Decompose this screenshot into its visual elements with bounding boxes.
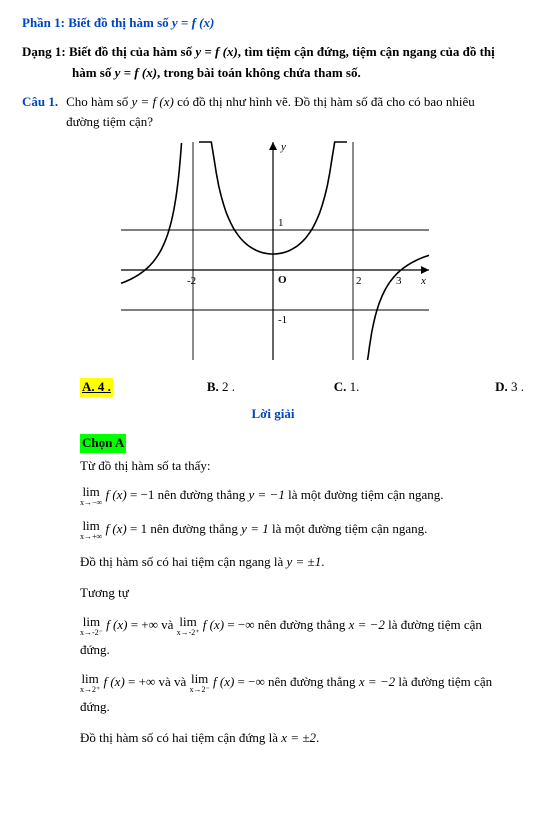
sol-l3: limx→+∞ f (x) = 1 nên đường thẳng y = 1 … bbox=[80, 519, 524, 541]
l3-end: là một đường tiệm cận ngang. bbox=[269, 521, 428, 536]
l4-text: Đồ thị hàm số có hai tiệm cận ngang là bbox=[80, 554, 287, 569]
opt-b-val: 2 . bbox=[219, 379, 235, 394]
l6-end: là đường tiệm cận bbox=[385, 617, 482, 632]
q-suffix: có đồ thị như hình vẽ. Đồ thị hàm số đã … bbox=[174, 94, 475, 109]
l7-x: x = −2 bbox=[359, 674, 395, 689]
l3-y: y = 1 bbox=[241, 521, 269, 536]
l3-mid: = 1 nên đường thẳng bbox=[127, 521, 241, 536]
sol-l7: limx→2⁺ f (x) = +∞ và và limx→2⁻ f (x) =… bbox=[80, 672, 524, 694]
l7-mid1: = +∞ và và bbox=[125, 674, 190, 689]
svg-text:1: 1 bbox=[278, 217, 284, 229]
part-title-fn: y = f (x) bbox=[172, 15, 214, 30]
function-graph: -2 2 3 -1 1 Ox y bbox=[113, 140, 433, 360]
sol-l8: Đồ thị hàm số có hai tiệm cận đứng là x … bbox=[80, 729, 524, 748]
l8-end: . bbox=[316, 730, 319, 745]
l8-text: Đồ thị hàm số có hai tiệm cận đứng là bbox=[80, 730, 281, 745]
dang-block: Dạng 1: Biết đồ thị của hàm số y = f (x)… bbox=[22, 43, 524, 83]
fx-1: f (x) bbox=[102, 487, 127, 502]
question-1: Câu 1. Cho hàm số y = f (x) có đồ thị nh… bbox=[22, 93, 524, 133]
dang-line1: Dạng 1: Biết đồ thị của hàm số y = f (x)… bbox=[22, 43, 524, 62]
fx-5: f (x) bbox=[100, 674, 125, 689]
sol-l5: Tương tự bbox=[80, 584, 524, 603]
sol-l2: limx→−∞ f (x) = −1 nên đường thẳng y = −… bbox=[80, 485, 524, 507]
part-title-prefix: Phần 1: Biết đồ thị hàm số bbox=[22, 15, 172, 30]
svg-text:-1: -1 bbox=[278, 314, 287, 326]
l2-end: là một đường tiệm cận ngang. bbox=[285, 487, 444, 502]
opt-a-val: 4 . bbox=[95, 379, 111, 394]
svg-text:y: y bbox=[280, 141, 286, 153]
dang-line2: hàm số y = f (x), trong bài toán không c… bbox=[22, 64, 524, 83]
l7-mid2: = −∞ nên đường thẳng bbox=[234, 674, 359, 689]
dang-l2-suffix: , trong bài toán không chứa tham số. bbox=[157, 65, 361, 80]
svg-text:3: 3 bbox=[396, 275, 402, 287]
question-line1: Cho hàm số y = f (x) có đồ thị như hình … bbox=[66, 93, 475, 112]
lim-2m: limx→2⁻ bbox=[190, 672, 210, 694]
loigiai-heading: Lời giải bbox=[22, 405, 524, 424]
l6-mid1: = +∞ và bbox=[127, 617, 176, 632]
opt-c-label: C. bbox=[334, 379, 347, 394]
l6-x: x = −2 bbox=[349, 617, 385, 632]
sol-l6b: đứng. bbox=[80, 641, 524, 660]
opt-d-val: 3 . bbox=[508, 379, 524, 394]
option-b[interactable]: B. 2 . bbox=[207, 378, 235, 397]
question-line2: đường tiệm cận? bbox=[66, 113, 475, 132]
part-title: Phần 1: Biết đồ thị hàm số y = f (x) bbox=[22, 14, 524, 33]
svg-text:O: O bbox=[278, 274, 287, 286]
lim-2p: limx→2⁺ bbox=[80, 672, 100, 694]
option-d[interactable]: D. 3 . bbox=[495, 378, 524, 397]
svg-text:x: x bbox=[420, 275, 426, 287]
lim-neg-inf: limx→−∞ bbox=[80, 485, 102, 507]
l4-y: y = ±1 bbox=[287, 554, 322, 569]
opt-a-label: A. bbox=[82, 379, 95, 394]
opt-c-val: 1. bbox=[346, 379, 359, 394]
lim-pos-inf: limx→+∞ bbox=[80, 519, 102, 541]
dang-l2-prefix: hàm số bbox=[72, 65, 115, 80]
sol-l1: Từ đồ thị hàm số ta thấy: bbox=[80, 457, 524, 476]
lim-m2p: limx→-2⁺ bbox=[177, 615, 200, 637]
l4-dot: . bbox=[321, 554, 324, 569]
sol-l4: Đồ thị hàm số có hai tiệm cận ngang là y… bbox=[80, 553, 524, 572]
fx-4: f (x) bbox=[200, 617, 225, 632]
opt-b-label: B. bbox=[207, 379, 219, 394]
question-label: Câu 1. bbox=[22, 93, 58, 133]
l2-mid: = −1 nên đường thẳng bbox=[127, 487, 249, 502]
fx-3: f (x) bbox=[103, 617, 128, 632]
l6-mid2: = −∞ nên đường thẳng bbox=[224, 617, 349, 632]
graph-container: -2 2 3 -1 1 Ox y bbox=[22, 140, 524, 366]
dang-fn2: y = f (x) bbox=[115, 65, 157, 80]
svg-text:2: 2 bbox=[356, 275, 362, 287]
lim-m2m: limx→-2⁻ bbox=[80, 615, 103, 637]
dang-mid: , tìm tiệm cận đứng, tiệm cận ngang của … bbox=[238, 44, 495, 59]
question-body: Cho hàm số y = f (x) có đồ thị như hình … bbox=[66, 93, 475, 133]
q-prefix: Cho hàm số bbox=[66, 94, 131, 109]
l2-y: y = −1 bbox=[249, 487, 285, 502]
options-row: A. 4 . B. 2 . C. 1. D. 3 . bbox=[22, 378, 524, 397]
l8-x: x = ±2 bbox=[281, 730, 316, 745]
chon-badge: Chọn A bbox=[80, 434, 126, 453]
sol-l6: limx→-2⁻ f (x) = +∞ và limx→-2⁺ f (x) = … bbox=[80, 615, 524, 637]
svg-text:-2: -2 bbox=[187, 275, 196, 287]
sol-l7b: đứng. bbox=[80, 698, 524, 717]
fx-6: f (x) bbox=[210, 674, 235, 689]
l7-end: là đường tiệm cận bbox=[395, 674, 492, 689]
q-fn: y = f (x) bbox=[132, 94, 174, 109]
solution-block: Chọn A Từ đồ thị hàm số ta thấy: limx→−∞… bbox=[22, 434, 524, 748]
opt-d-label: D. bbox=[495, 379, 508, 394]
fx-2: f (x) bbox=[102, 521, 127, 536]
option-c[interactable]: C. 1. bbox=[334, 378, 360, 397]
option-a[interactable]: A. 4 . bbox=[80, 378, 113, 397]
dang-fn1: y = f (x) bbox=[195, 44, 237, 59]
dang-prefix: Dạng 1: Biết đồ thị của hàm số bbox=[22, 44, 195, 59]
